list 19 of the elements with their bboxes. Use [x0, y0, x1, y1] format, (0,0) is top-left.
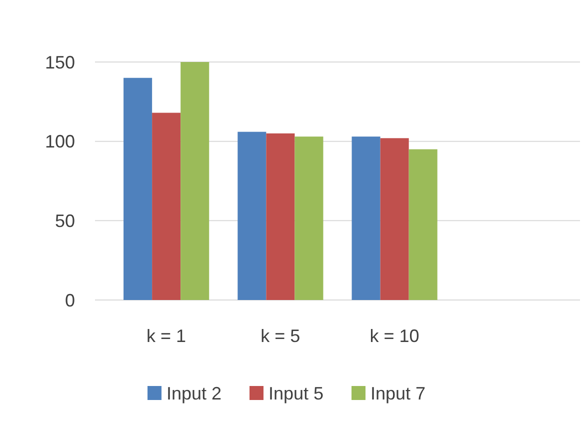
- bar: [180, 62, 210, 300]
- x-tick-label: k = 1: [146, 326, 186, 346]
- bar: [294, 136, 324, 300]
- bar: [266, 133, 295, 300]
- legend-label: Input 5: [268, 383, 324, 404]
- bar: [408, 149, 438, 300]
- y-tick-label: 50: [54, 210, 75, 231]
- legend-label: Input 2: [166, 383, 222, 404]
- x-tick-label: k = 10: [370, 326, 420, 346]
- bar: [352, 136, 380, 300]
- bar: [152, 112, 181, 300]
- bar: [238, 132, 266, 300]
- y-tick-label: 150: [44, 52, 75, 72]
- y-tick-label: 0: [64, 290, 75, 310]
- legend-label: Input 7: [370, 383, 426, 404]
- bar: [124, 78, 152, 300]
- bar: [380, 138, 409, 300]
- x-tick-label: k = 5: [260, 326, 300, 346]
- y-tick-label: 100: [44, 132, 75, 152]
